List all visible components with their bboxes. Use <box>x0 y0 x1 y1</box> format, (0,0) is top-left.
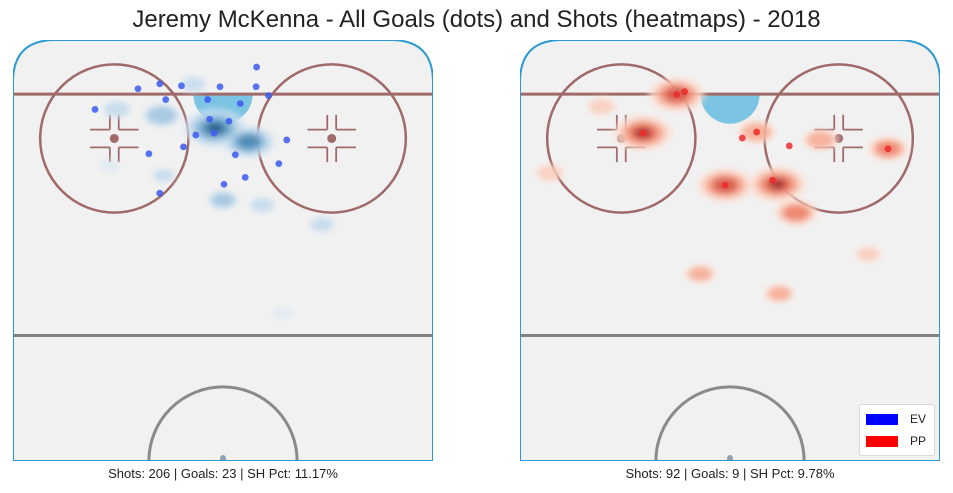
goal-dot <box>236 100 244 107</box>
goal-dot <box>265 92 272 100</box>
legend-label-ev: EV <box>910 412 927 426</box>
legend-swatch-pp <box>866 436 898 447</box>
rink-boards <box>13 40 433 461</box>
goal-dot <box>216 83 224 91</box>
heatmap-blob <box>104 101 130 117</box>
goal-dot <box>884 145 892 153</box>
goal-dots <box>91 63 291 197</box>
heatmap-blob <box>768 286 791 301</box>
goal-dot <box>753 128 761 136</box>
goal-crease <box>700 94 760 124</box>
goal-dot <box>253 63 260 71</box>
legend: EV PP <box>859 404 935 456</box>
rink-pp <box>520 40 940 461</box>
goal-dot <box>769 176 776 184</box>
goal-dot <box>283 136 291 144</box>
goal-dot <box>162 96 170 103</box>
goal-dot <box>180 143 187 151</box>
goal-dot <box>178 82 185 90</box>
goal-dot <box>785 142 793 150</box>
goal-dot <box>252 83 260 91</box>
goal-dot <box>275 160 283 167</box>
center-ice-dot <box>220 455 226 461</box>
goal-dot <box>91 106 99 113</box>
goal-dot <box>673 91 681 99</box>
heatmap-blob <box>98 159 121 173</box>
heatmap-blob <box>689 267 712 281</box>
goal-dot <box>220 180 228 188</box>
legend-item-pp: PP <box>866 433 932 449</box>
goal-dots <box>639 88 892 189</box>
heatmap-blob <box>182 77 205 92</box>
heatmap-blob <box>148 107 176 124</box>
heatmap-blob <box>153 169 174 182</box>
rink-ice <box>13 40 433 461</box>
caption-pp-stats: Shots: 92 | Goals: 9 | SH Pct: 9.78% <box>625 466 835 481</box>
goal-dot <box>156 189 164 197</box>
center-ice-circle <box>147 385 299 461</box>
goal-dot <box>145 150 153 158</box>
heatmap-blob <box>251 198 274 212</box>
goal-dot <box>721 181 729 189</box>
legend-label-pp: PP <box>910 434 927 448</box>
goal-dot <box>681 88 688 96</box>
caption-ev-stats: Shots: 206 | Goals: 23 | SH Pct: 11.17% <box>108 466 338 481</box>
heatmap-blob <box>784 205 809 221</box>
goal-dot <box>210 129 218 137</box>
goal-dot <box>231 151 239 159</box>
heatmap-blob <box>212 193 234 207</box>
rink-boards <box>520 40 940 461</box>
goal-dot <box>639 129 647 137</box>
chart-title: Jeremy McKenna - All Goals (dots) and Sh… <box>132 6 821 33</box>
center-ice-dot <box>727 455 733 461</box>
center-ice-circle <box>654 385 806 461</box>
faceoff-circle <box>545 63 697 214</box>
legend-item-ev: EV <box>866 411 932 427</box>
goal-dot <box>225 117 233 125</box>
goal-dot <box>134 85 142 93</box>
legend-swatch-ev <box>866 414 898 425</box>
shot-heatmap <box>98 76 336 320</box>
heatmap-blob <box>857 247 880 262</box>
goal-dot <box>204 96 212 103</box>
goal-dot <box>241 173 249 181</box>
goal-dot <box>156 80 164 88</box>
heatmap-blob <box>589 99 614 114</box>
heatmap-blob <box>537 165 562 181</box>
goal-dot <box>738 134 746 142</box>
heatmap-blob <box>238 135 260 149</box>
heatmap-blob <box>807 132 834 148</box>
heatmap-blob <box>207 123 223 133</box>
heatmap-blob <box>272 307 293 320</box>
goal-dot <box>192 131 200 139</box>
heatmap-blob <box>310 217 334 232</box>
faceoff-dot <box>109 133 119 143</box>
rink-ev <box>13 40 433 461</box>
heatmap-level <box>207 123 223 133</box>
goal-dot <box>206 115 214 123</box>
faceoff-dot <box>327 133 337 143</box>
